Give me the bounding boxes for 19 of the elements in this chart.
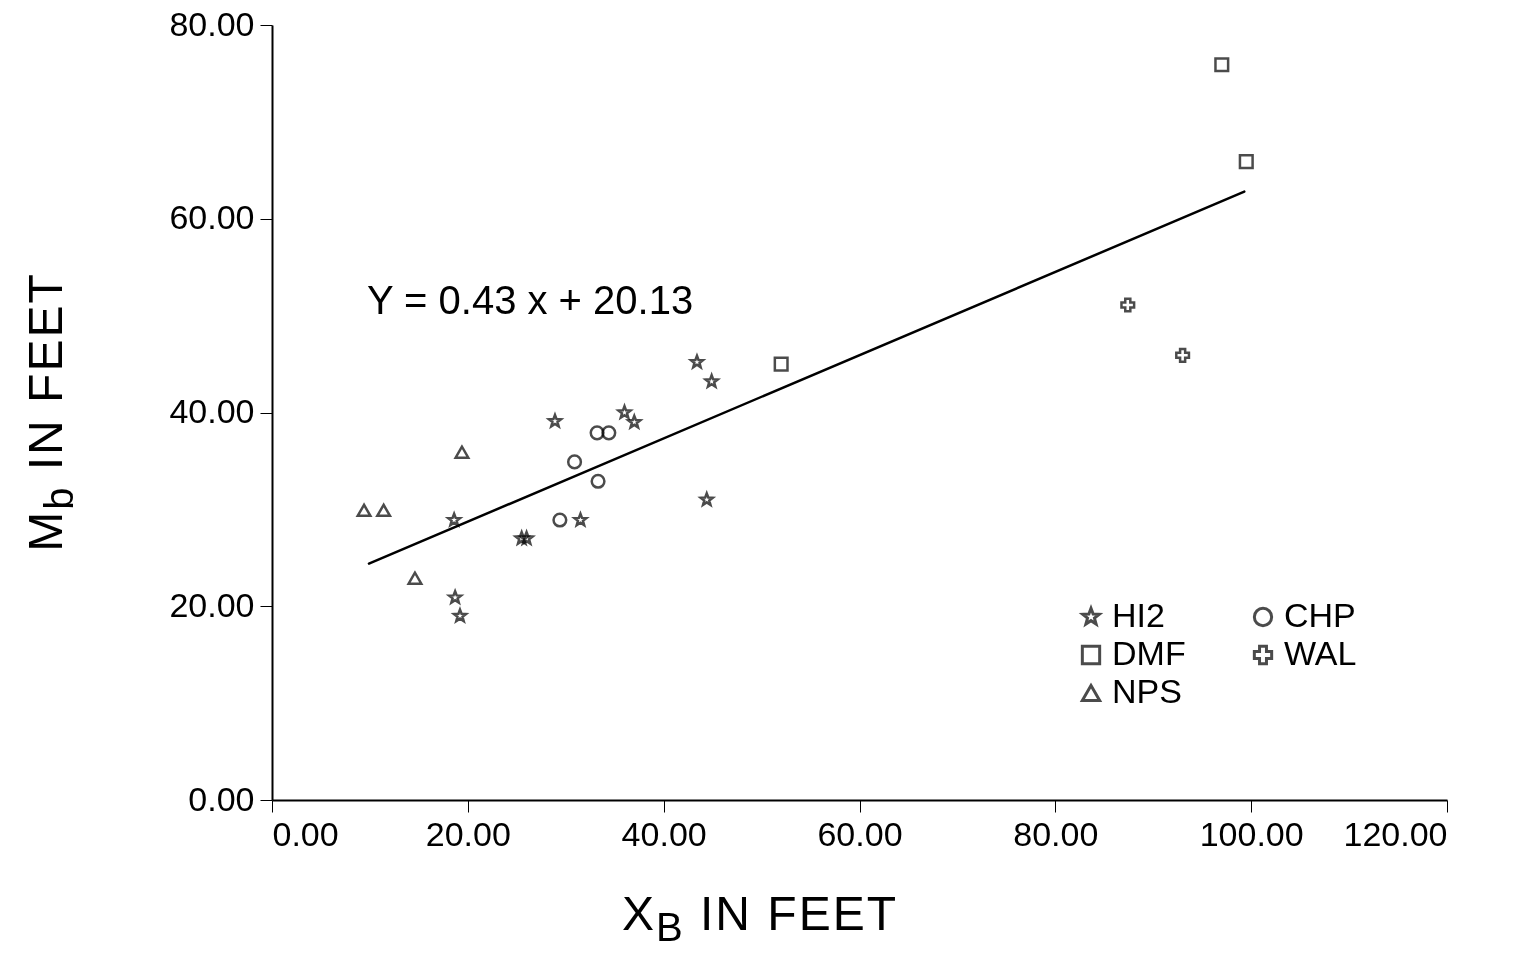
legend-label: CHP	[1284, 596, 1356, 634]
legend-label: HI2	[1112, 596, 1165, 634]
legend-label: DMF	[1112, 634, 1186, 672]
x-tick-label: 20.00	[425, 814, 511, 853]
x-tick-label: 0.00	[272, 814, 339, 853]
x-tick-label: 120.00	[1343, 814, 1448, 853]
y-tick-label: 60.00	[169, 198, 255, 237]
y-tick-label: 40.00	[169, 392, 255, 430]
x-tick-label: 40.00	[621, 814, 707, 853]
annotation: Y = 0.43 x + 20.13	[367, 278, 694, 322]
x-axis-title: X$_{B}$ IN FEET	[621, 886, 899, 950]
legend-label: NPS	[1112, 672, 1182, 710]
x-tick-label: 100.00	[1199, 814, 1304, 853]
legend-label: WAL	[1284, 634, 1357, 672]
x-tick-label: 60.00	[817, 814, 903, 853]
y-tick-label: 20.00	[169, 585, 255, 624]
x-tick-label: 80.00	[1013, 814, 1099, 853]
y-tick-label: 0.00	[188, 779, 255, 818]
y-tick-label: 80.00	[169, 4, 255, 43]
